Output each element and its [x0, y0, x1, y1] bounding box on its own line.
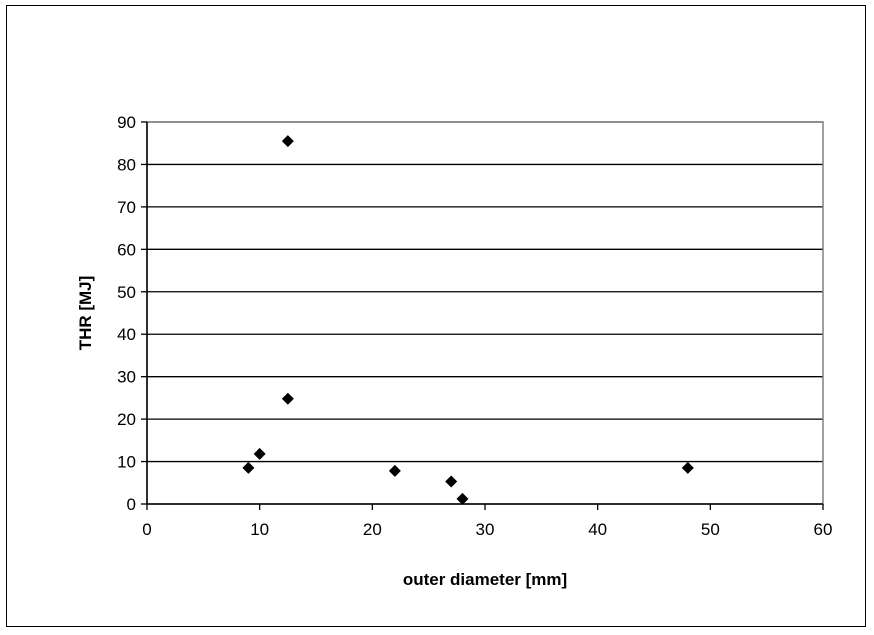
data-point [456, 492, 469, 505]
data-point [681, 461, 694, 474]
y-tick-labels: 0 10 20 30 40 50 60 70 80 90 [117, 113, 147, 514]
data-point [388, 464, 401, 477]
x-tick-label: 40 [588, 520, 607, 539]
y-axis-title: THR [MJ] [76, 276, 95, 351]
x-tick-label: 60 [814, 520, 833, 539]
data-point [242, 461, 255, 474]
y-tick-label: 10 [117, 453, 136, 472]
y-tick-label: 70 [117, 198, 136, 217]
x-axis-title: outer diameter [mm] [403, 570, 567, 589]
y-tick-label: 80 [117, 155, 136, 174]
x-tick-label: 50 [701, 520, 720, 539]
data-points [242, 135, 694, 505]
x-tick-label: 30 [476, 520, 495, 539]
x-tick-label: 0 [142, 520, 151, 539]
x-tick-label: 20 [363, 520, 382, 539]
data-point [445, 475, 458, 488]
plot-area [146, 121, 824, 505]
y-tick-label: 50 [117, 283, 136, 302]
y-tick-label: 0 [127, 495, 136, 514]
y-tick-label: 60 [117, 240, 136, 259]
data-point [253, 447, 266, 460]
axes [146, 122, 823, 505]
chart-frame [6, 5, 866, 627]
y-tick-label: 30 [117, 368, 136, 387]
data-point [281, 135, 294, 148]
y-tick-label: 90 [117, 113, 136, 132]
y-tick-label: 20 [117, 410, 136, 429]
x-tick-labels: 0 10 20 30 40 50 60 [142, 504, 832, 539]
y-tick-label: 40 [117, 325, 136, 344]
gridlines [147, 121, 823, 463]
x-tick-label: 10 [250, 520, 269, 539]
data-point [281, 392, 294, 405]
